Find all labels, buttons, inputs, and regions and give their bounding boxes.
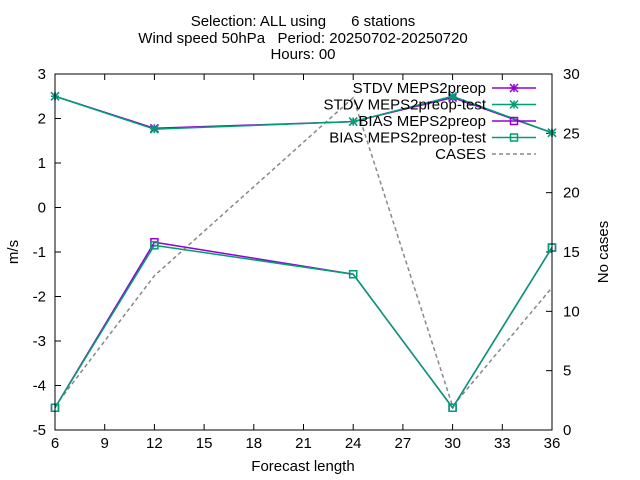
x-tick-label: 24 <box>345 435 362 452</box>
y-tick-label: 0 <box>38 200 46 217</box>
legend-label: BIAS MEPS2preop-test <box>329 130 487 147</box>
y2-tick-label: 5 <box>563 363 571 380</box>
series-3 <box>50 241 557 412</box>
marker-square <box>509 133 519 142</box>
title-line-1: Selection: ALL using 6 stations <box>191 13 416 30</box>
legend-marker <box>509 99 519 110</box>
title-line-3: Hours: 00 <box>270 46 335 63</box>
legend-label: STDV MEPS2preop-test <box>323 97 486 114</box>
y-tick-label: -4 <box>33 378 46 395</box>
x-tick-label: 30 <box>444 435 461 452</box>
y-tick-label: -3 <box>33 333 46 350</box>
data-point <box>150 241 159 250</box>
series-4 <box>54 96 553 408</box>
series-2 <box>50 237 557 412</box>
legend-label: BIAS MEPS2preop <box>358 113 486 130</box>
legend-marker <box>509 83 519 93</box>
y2-tick-label: 30 <box>563 66 580 83</box>
y2-tick-label: 0 <box>563 422 571 439</box>
x-axis-label: Forecast length <box>251 458 354 475</box>
y-axis-label: m/s <box>5 240 22 264</box>
marker-square <box>509 116 519 126</box>
x-tick-label: 15 <box>196 435 213 452</box>
title-line-2: Wind speed 50hPa Period: 20250702-202507… <box>138 30 467 47</box>
series-line <box>54 244 553 410</box>
marker-square <box>348 270 358 279</box>
data-point <box>448 403 457 412</box>
plot-frame <box>54 73 553 431</box>
data-point <box>348 270 358 279</box>
data-point <box>348 117 358 127</box>
y-tick-label: -2 <box>33 289 46 306</box>
marker-square <box>150 241 159 250</box>
series-line <box>54 96 553 408</box>
data-point <box>149 124 159 134</box>
legend-marker <box>509 116 519 126</box>
marker-square <box>448 403 457 412</box>
y-tick-label: 3 <box>38 66 46 83</box>
y-tick-label: -5 <box>33 422 46 439</box>
x-tick-label: 33 <box>494 435 511 452</box>
x-tick-label: 12 <box>146 435 163 452</box>
x-tick-label: 9 <box>101 435 109 452</box>
y2-tick-label: 10 <box>563 303 580 320</box>
y2-tick-label: 25 <box>563 125 580 142</box>
series-1 <box>50 91 557 138</box>
x-tick-label: 27 <box>395 435 412 452</box>
y2-tick-label: 15 <box>563 244 580 261</box>
y-tick-label: 1 <box>38 155 46 172</box>
x-tick-label: 6 <box>51 435 59 452</box>
y-tick-label: 2 <box>38 111 46 128</box>
legend-label: STDV MEPS2preop <box>353 80 486 97</box>
y2-axis-label: No cases <box>595 221 612 284</box>
x-tick-label: 21 <box>295 435 312 452</box>
axes: 6 9 12 15 18 21 24 27 30 33 36-5-4-3-2-10123051015… <box>33 66 580 452</box>
legend-marker <box>509 133 519 142</box>
x-tick-label: 36 <box>544 435 561 452</box>
x-tick-label: 18 <box>245 435 262 452</box>
data-point <box>448 91 458 101</box>
y2-tick-label: 20 <box>563 185 580 202</box>
chart-title: Selection: ALL using 6 stations Wind spe… <box>138 13 467 63</box>
y-tick-label: -1 <box>33 244 46 261</box>
legend-label: CASES <box>435 146 486 163</box>
